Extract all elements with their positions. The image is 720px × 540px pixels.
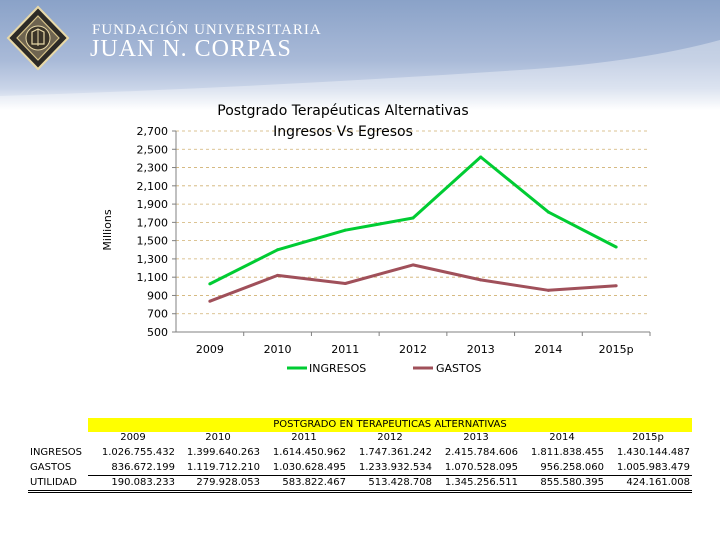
header-curve [0, 40, 720, 110]
y-tick-label: 1,700 [137, 216, 169, 229]
table-row-label: GASTOS [30, 462, 72, 473]
table-year-header: 2012 [377, 432, 403, 443]
table-cell: 190.083.233 [111, 477, 175, 488]
table-year-header: 2014 [549, 432, 575, 443]
table-cell: 1.811.838.455 [530, 447, 604, 458]
header-band: FUNDACIÓN UNIVERSITARIA JUAN N. CORPAS [0, 0, 720, 110]
data-point-gastos [276, 273, 280, 277]
data-point-gastos [208, 299, 212, 303]
y-tick-label: 900 [147, 289, 168, 302]
legend-label-ingresos: INGRESOS [309, 362, 366, 375]
y-tick-label: 1,500 [137, 235, 169, 248]
table-cell: 1.614.450.962 [272, 447, 346, 458]
table-cell: 1.233.932.534 [358, 462, 432, 473]
x-tick-label: 2014 [534, 343, 562, 356]
x-tick-label: 2013 [467, 343, 495, 356]
x-tick-label: 2010 [264, 343, 292, 356]
data-point-ingresos [208, 282, 212, 286]
table-year-header: 2013 [463, 432, 489, 443]
table-cell: 2.415.784.606 [444, 447, 518, 458]
table-cell: 583.822.467 [282, 477, 346, 488]
legend: INGRESOS GASTOS [287, 362, 481, 375]
table-subtotal-rule [88, 475, 692, 476]
y-tick-label: 2,700 [137, 125, 169, 138]
line-chart: 2,700 2,500 2,300 2,100 1,900 1,700 1,500 1,300… [101, 103, 651, 375]
table-cell: 836.672.199 [111, 462, 175, 473]
x-tick-label: 2012 [399, 343, 427, 356]
series-lines [208, 155, 618, 303]
x-tick-label: 2009 [196, 343, 224, 356]
table-cell: 1.119.712.210 [186, 462, 260, 473]
table-bottom-rule-double [28, 492, 692, 493]
y-tick-label: 1,100 [137, 271, 169, 284]
table-cell: 956.258.060 [540, 462, 604, 473]
data-point-gastos [411, 263, 415, 267]
table-cell: 1.399.640.263 [186, 447, 260, 458]
table-cell: 1.345.256.511 [444, 477, 518, 488]
table-year-header: 2009 [120, 432, 146, 443]
table-row-label: UTILIDAD [30, 477, 77, 488]
table-cell: 1.070.528.095 [444, 462, 518, 473]
data-point-ingresos [343, 228, 347, 232]
legend-label-gastos: GASTOS [436, 362, 481, 375]
chart-title: Postgrado Terapéuticas Alternativas [217, 103, 468, 119]
y-tick-label: 2,500 [137, 143, 169, 156]
data-point-ingresos [614, 245, 618, 249]
table-cell: 1.026.755.432 [101, 447, 175, 458]
y-axis-ticks: 2,700 2,500 2,300 2,100 1,900 1,700 1,500 1,300… [137, 125, 176, 339]
table-year-header: 2010 [205, 432, 231, 443]
table-bottom-rule [28, 490, 692, 491]
x-axis-ticks: 2009 2010 2011 2012 2013 2014 2015p [196, 332, 651, 356]
brand-line-1: FUNDACIÓN UNIVERSITARIA [92, 22, 322, 38]
data-point-ingresos [276, 248, 280, 252]
data-point-ingresos [479, 155, 483, 159]
y-tick-label: 700 [147, 308, 168, 321]
table-cell: 1.430.144.487 [616, 447, 690, 458]
y-axis-label: Millions [101, 209, 114, 250]
x-tick-label: 2011 [331, 343, 359, 356]
table-cell: 1.030.628.495 [272, 462, 346, 473]
y-tick-label: 500 [147, 326, 168, 339]
data-point-ingresos [411, 216, 415, 220]
table-row-label: INGRESOS [30, 447, 83, 458]
table-title: POSTGRADO EN TERAPEUTICAS ALTERNATIVAS [273, 419, 507, 430]
y-tick-label: 2,300 [137, 162, 169, 175]
table-year-header: 2015p [632, 432, 664, 443]
y-tick-label: 2,100 [137, 180, 169, 193]
table-cell: 424.161.008 [626, 477, 690, 488]
table-cell: 855.580.395 [540, 477, 604, 488]
table-cell: 1.747.361.242 [358, 447, 432, 458]
data-point-ingresos [546, 210, 550, 214]
table-year-header: 2011 [291, 432, 317, 443]
table-cell: 1.005.983.479 [616, 462, 690, 473]
y-tick-label: 1,900 [137, 198, 169, 211]
y-tick-label: 1,300 [137, 253, 169, 266]
table-cell: 513.428.708 [368, 477, 432, 488]
table-title-highlight [88, 418, 692, 432]
university-seal-icon [6, 5, 70, 71]
data-point-gastos [479, 278, 483, 282]
data-point-gastos [343, 282, 347, 286]
data-point-gastos [614, 284, 618, 288]
chart-subtitle: Ingresos Vs Egresos [273, 124, 413, 140]
data-point-gastos [546, 288, 550, 292]
gridlines [176, 130, 650, 315]
brand-name: JUAN N. CORPAS [90, 36, 292, 62]
table-cell: 279.928.053 [196, 477, 260, 488]
x-tick-label: 2015p [599, 343, 634, 356]
